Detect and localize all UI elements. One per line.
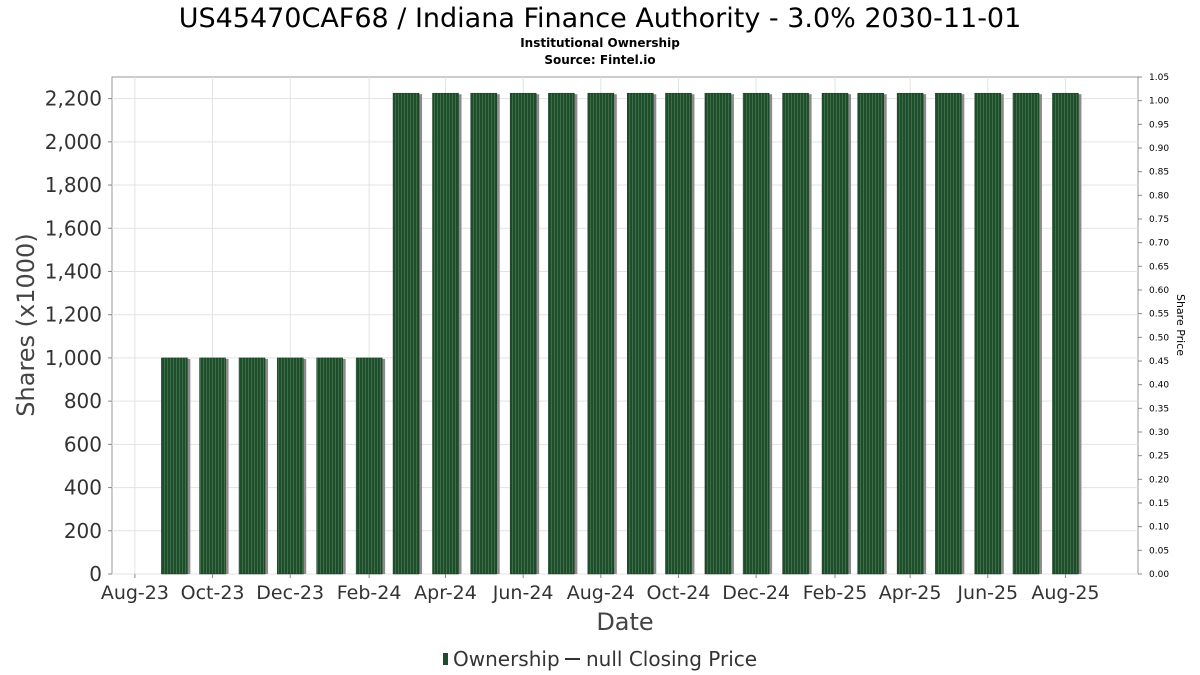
ownership-bar (470, 92, 497, 575)
x-tick-label: Aug-23 (101, 582, 169, 604)
y2-tick-label: 0.50 (1149, 333, 1169, 343)
y2-tick-label: 0.70 (1149, 239, 1169, 249)
y2-tick-label: 0.45 (1149, 357, 1169, 367)
x-tick-label: Aug-25 (1031, 582, 1099, 604)
ownership-bar (276, 357, 304, 575)
x-tick-label: Jun-24 (492, 582, 554, 604)
y2-tick-label: 0.15 (1149, 499, 1169, 509)
y-tick-label: 600 (64, 432, 102, 456)
y2-tick-label: 0.05 (1149, 546, 1169, 556)
y2-tick-label: 0.55 (1149, 310, 1169, 320)
x-tick-label: Aug-24 (567, 582, 635, 604)
ownership-bar (974, 92, 1002, 575)
legend-closing-price-label: null Closing Price (586, 647, 757, 671)
ownership-bar (821, 92, 849, 575)
legend-ownership-label: Ownership (453, 647, 560, 671)
y2-tick-label: 0.90 (1149, 144, 1169, 154)
ownership-bar (199, 357, 226, 575)
y2-tick-label: 0.80 (1149, 191, 1169, 201)
y2-tick-label: 0.85 (1149, 168, 1169, 178)
ownership-bar (935, 92, 962, 575)
y-tick-label: 800 (64, 389, 102, 413)
y2-tick-label: 0.40 (1149, 381, 1169, 391)
chart-title: US45470CAF68 / Indiana Finance Authority… (179, 3, 1022, 34)
y-tick-label: 2,200 (45, 87, 102, 111)
y-tick-label: 2,000 (45, 130, 102, 154)
ownership-bar (548, 92, 575, 575)
y-tick-label: 200 (64, 519, 102, 543)
x-tick-label: Dec-24 (722, 582, 790, 604)
ownership-bar (857, 92, 884, 575)
secondary-y-axis-label: Share Price (1174, 294, 1187, 356)
ownership-bar (161, 357, 188, 575)
y2-tick-label: 0.20 (1149, 475, 1169, 485)
y-tick-label: 400 (64, 476, 102, 500)
y2-tick-label: 0.30 (1149, 428, 1169, 438)
y2-tick-label: 0.00 (1149, 570, 1169, 580)
x-tick-label: Feb-25 (803, 582, 868, 604)
x-tick-label: Oct-23 (181, 582, 245, 604)
ownership-bar (238, 357, 266, 575)
x-axis-label: Date (596, 608, 653, 636)
secondary-y-axis-ticks: 0.00 0.05 0.10 0.15 0.20 0.25 0.30 0.35 0.40 0.45… (1138, 73, 1169, 580)
ownership-bar (1052, 92, 1079, 575)
ownership-bar (355, 357, 383, 575)
ownership-bar (432, 92, 459, 575)
y2-tick-label: 0.95 (1149, 120, 1169, 130)
y-tick-label: 0 (89, 562, 102, 586)
ownership-bar (782, 92, 809, 575)
y-tick-label: 1,800 (45, 173, 102, 197)
y2-tick-label: 0.75 (1149, 215, 1169, 225)
x-tick-label: Feb-24 (337, 582, 402, 604)
y-tick-label: 1,400 (45, 259, 102, 283)
y2-tick-label: 0.35 (1149, 404, 1169, 414)
y2-tick-label: 0.10 (1149, 523, 1169, 533)
x-tick-label: Apr-25 (879, 582, 942, 604)
y2-tick-label: 0.60 (1149, 286, 1169, 296)
y2-tick-label: 1.05 (1149, 73, 1169, 83)
y2-tick-label: 0.65 (1149, 262, 1169, 272)
y-tick-label: 1,200 (45, 303, 102, 327)
y-axis-label: Shares (x1000) (12, 233, 40, 416)
ownership-bar (509, 92, 537, 575)
ownership-bar (1012, 92, 1040, 575)
y-axis-ticks: 0 200 400 600 800 1,000 1,200 1,400 1,600 1,800 2,… (45, 87, 112, 586)
x-tick-label: Oct-24 (647, 582, 711, 604)
y-tick-label: 1,600 (45, 216, 102, 240)
legend-ownership-swatch (443, 653, 448, 665)
chart-source: Source: Fintel.io (544, 53, 655, 67)
ownership-bars (161, 92, 1082, 575)
ownership-bar (704, 92, 732, 575)
ownership-bar (896, 92, 924, 575)
x-tick-label: Apr-24 (414, 582, 477, 604)
y2-tick-label: 1.00 (1149, 97, 1169, 107)
legend: Ownership null Closing Price (443, 647, 757, 671)
y2-tick-label: 0.25 (1149, 452, 1169, 462)
ownership-bar (392, 92, 420, 575)
y-tick-label: 1,000 (45, 346, 102, 370)
ownership-bar (742, 92, 770, 575)
x-axis-ticks: Aug-23 Oct-23 Dec-23 Feb-24 Apr-24 Jun-24 Aug-… (101, 574, 1100, 604)
ownership-bar (665, 92, 692, 575)
x-tick-label: Jun-25 (956, 582, 1018, 604)
ownership-bar (627, 92, 654, 575)
chart-subtitle: Institutional Ownership (520, 36, 680, 50)
ownership-bar (587, 92, 615, 575)
x-tick-label: Dec-23 (256, 582, 324, 604)
ownership-bar (316, 357, 343, 575)
